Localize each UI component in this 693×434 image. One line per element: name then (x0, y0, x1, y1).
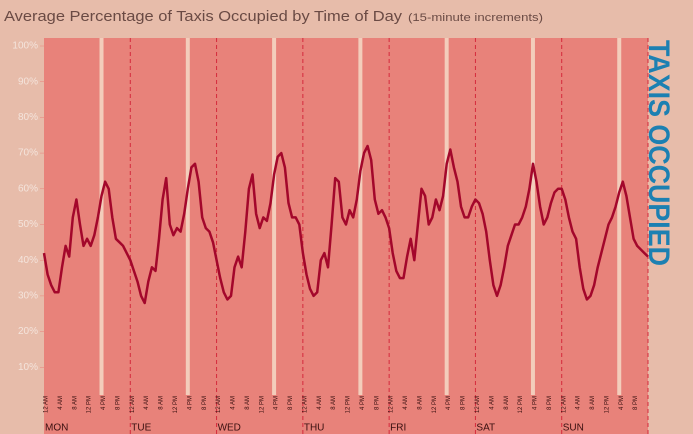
x-tick-label: 4 PM (101, 396, 107, 410)
x-tick-label: 12 AM (216, 396, 222, 413)
day-label: THU (304, 423, 325, 434)
x-tick-label: 12 AM (44, 396, 50, 413)
x-tick-label: 8 PM (374, 396, 380, 410)
x-tick-label: 4 PM (533, 396, 539, 410)
x-tick-label: 8 AM (245, 396, 251, 410)
x-tick-label: 4 AM (403, 396, 409, 410)
y-tick-label: 100% (12, 41, 38, 52)
day-label: WED (218, 423, 241, 434)
x-tick-label: 4 AM (489, 396, 495, 410)
x-tick-label: 8 PM (202, 396, 208, 410)
x-tick-label: 4 AM (576, 396, 582, 410)
x-tick-label: 4 PM (619, 396, 625, 410)
x-tick-label: 12 PM (87, 396, 93, 413)
chart-subtitle: (15-minute increments) (408, 12, 543, 24)
x-tick-label: 4 AM (317, 396, 323, 410)
x-tick-label: 12 PM (259, 396, 265, 413)
plot-area (44, 38, 648, 434)
x-tick-label: 12 AM (130, 396, 136, 413)
y-tick-label: 80% (18, 112, 38, 123)
y-tick-label: 50% (18, 219, 38, 230)
x-tick-label: 8 AM (590, 396, 596, 410)
x-tick-label: 12 PM (173, 396, 179, 413)
day-label: SUN (563, 423, 584, 434)
x-tick-label: 8 AM (159, 396, 165, 410)
x-tick-label: 12 AM (302, 396, 308, 413)
x-tick-label: 4 AM (231, 396, 237, 410)
x-tick-label: 8 PM (115, 396, 121, 410)
chart-title: Average Percentage of Taxis Occupied by … (4, 8, 403, 25)
y-tick-label: 70% (18, 148, 38, 159)
x-tick-label: 8 AM (417, 396, 423, 410)
x-tick-label: 8 AM (331, 396, 337, 410)
y-tick-label: 30% (18, 291, 38, 302)
x-tick-label: 8 PM (547, 396, 553, 410)
x-tick-label: 12 AM (561, 396, 567, 413)
x-tick-label: 12 PM (432, 396, 438, 413)
side-label: TAXIS OCCUPIED (642, 40, 675, 266)
x-tick-label: 4 AM (144, 396, 150, 410)
x-tick-label: 12 PM (604, 396, 610, 413)
day-label: TUE (131, 423, 151, 434)
y-tick-label: 20% (18, 326, 38, 337)
x-tick-label: 4 PM (360, 396, 366, 410)
day-label: FRI (390, 423, 406, 434)
x-tick-label: 8 PM (288, 396, 294, 410)
x-tick-label: 8 PM (633, 396, 639, 410)
x-tick-label: 12 PM (518, 396, 524, 413)
x-tick-label: 12 AM (475, 396, 481, 413)
day-label: SAT (476, 423, 495, 434)
x-tick-label: 8 AM (72, 396, 78, 410)
y-tick-label: 10% (18, 362, 38, 373)
day-label: MON (45, 423, 68, 434)
x-tick-label: 4 PM (187, 396, 193, 410)
x-tick-label: 4 PM (446, 396, 452, 410)
y-tick-label: 90% (18, 76, 38, 87)
x-tick-label: 12 AM (389, 396, 395, 413)
y-tick-label: 40% (18, 255, 38, 266)
y-tick-label: 60% (18, 183, 38, 194)
x-tick-label: 8 PM (461, 396, 467, 410)
line-series (42, 144, 649, 305)
x-tick-label: 4 PM (274, 396, 280, 410)
x-tick-label: 8 AM (504, 396, 510, 410)
x-tick-label: 12 PM (346, 396, 352, 413)
x-tick-label: 4 AM (58, 396, 64, 410)
